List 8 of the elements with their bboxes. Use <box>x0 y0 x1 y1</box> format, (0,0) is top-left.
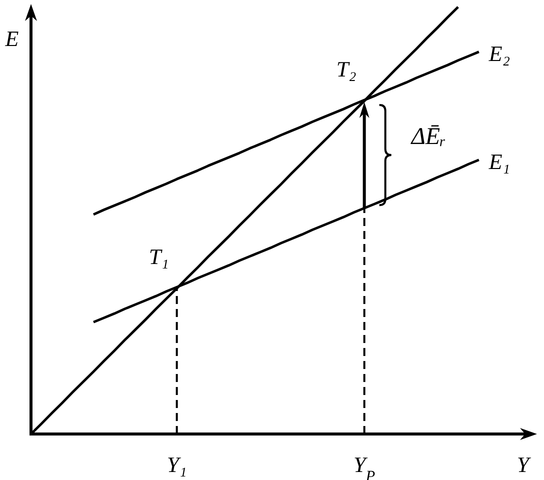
series-label: E₂ <box>488 40 510 66</box>
annotation: ΔĒᵣ <box>410 124 446 150</box>
series-label: E₁ <box>488 148 510 174</box>
annotation: T₂ <box>336 56 357 82</box>
annotation: T₁ <box>148 244 169 269</box>
y-axis-title: E <box>4 26 20 51</box>
x-tick-label: Y₁ <box>166 452 187 477</box>
x-axis-title: Y <box>516 452 532 477</box>
